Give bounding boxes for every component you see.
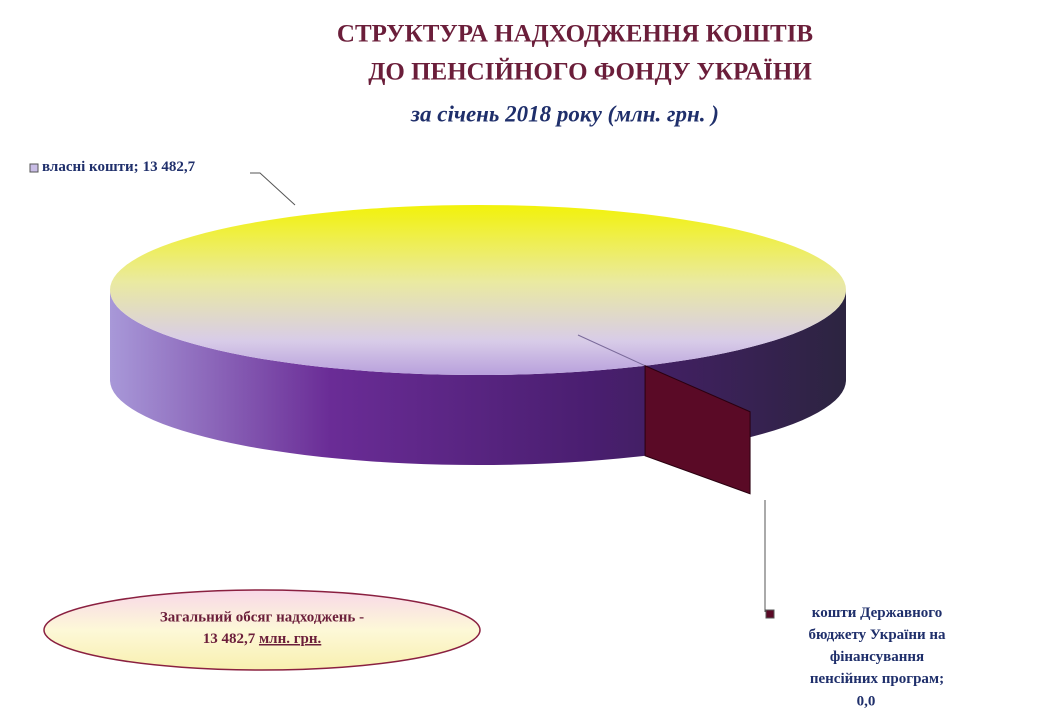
legend-marker [29, 163, 39, 173]
label-line: кошти Державного [812, 605, 942, 621]
legend-marker [765, 609, 775, 619]
pie-top [110, 205, 846, 375]
chart-title: СТРУКТУРА НАДХОДЖЕННЯ КОШТІВ [337, 21, 813, 48]
slice-edge [577, 334, 646, 367]
data-label: власні кошти; 13 482,7 [42, 159, 196, 175]
label-line: фінансування [830, 649, 924, 665]
annotation: Загальний обсяг надходжень - 13 482,7 мл… [43, 589, 481, 671]
data-label-value: 0,0 [857, 693, 876, 709]
pie-slice-face [644, 364, 751, 495]
annotation-text: Загальний обсяг надходжень - [160, 609, 364, 625]
unit: млн. грн. [259, 631, 322, 647]
total: 13 482,7 [203, 631, 256, 647]
chart-subtitle: за січень 2018 року (млн. грн. ) [410, 101, 719, 126]
label-line: пенсійних програм; [810, 671, 944, 687]
label-category: власні кошти [42, 159, 134, 175]
label-value: 13 482,7 [143, 159, 196, 175]
annotation-box [43, 589, 481, 671]
label-line: бюджету України на [808, 627, 946, 643]
data-label: кошти Державного бюджету України на фінанс… [808, 605, 946, 687]
chart-title: ДО ПЕНСІЙНОГО ФОНДУ УКРАЇНИ [368, 58, 812, 86]
pie [110, 205, 846, 495]
leader-line [250, 172, 296, 206]
annotation-total: 13 482,7 млн. грн. [203, 631, 322, 647]
label-sep: ; [134, 159, 139, 175]
